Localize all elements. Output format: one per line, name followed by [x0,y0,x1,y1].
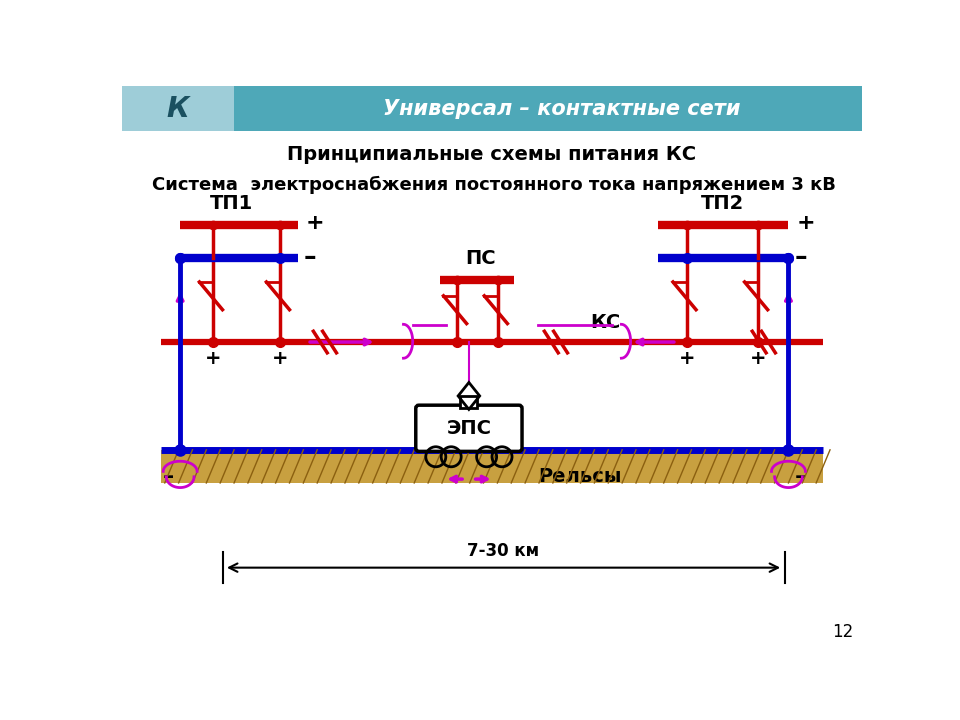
Text: ТП2: ТП2 [702,194,745,213]
Text: 7-30 км: 7-30 км [468,541,540,559]
Text: +: + [205,349,222,369]
Text: ЭПС: ЭПС [446,419,492,438]
Text: +: + [679,349,695,369]
Text: +: + [272,349,289,369]
Bar [461,396,477,408]
Text: ПС: ПС [466,249,495,269]
Text: –: – [163,467,174,487]
Text: +: + [796,213,815,233]
Text: КС: КС [590,313,621,333]
Text: ТП1: ТП1 [209,194,253,213]
Text: +: + [305,213,324,233]
Text: 12: 12 [831,623,853,641]
Text: –: – [304,245,317,269]
Text: К: К [166,95,189,122]
Text: Универсал – контактные сети: Универсал – контактные сети [382,99,740,119]
Bar [123,86,234,131]
Bar [161,450,823,483]
Bar [123,86,861,131]
FancyBboxPatch shape [416,405,522,451]
Text: –: – [795,245,807,269]
Text: Рельсы: Рельсы [539,467,622,486]
Text: –: – [794,467,805,487]
Text: Система  электроснабжения постоянного тока напряжением 3 кВ: Система электроснабжения постоянного ток… [152,176,835,194]
Text: +: + [750,349,767,369]
Text: Принципиальные схемы питания КС: Принципиальные схемы питания КС [287,145,697,163]
